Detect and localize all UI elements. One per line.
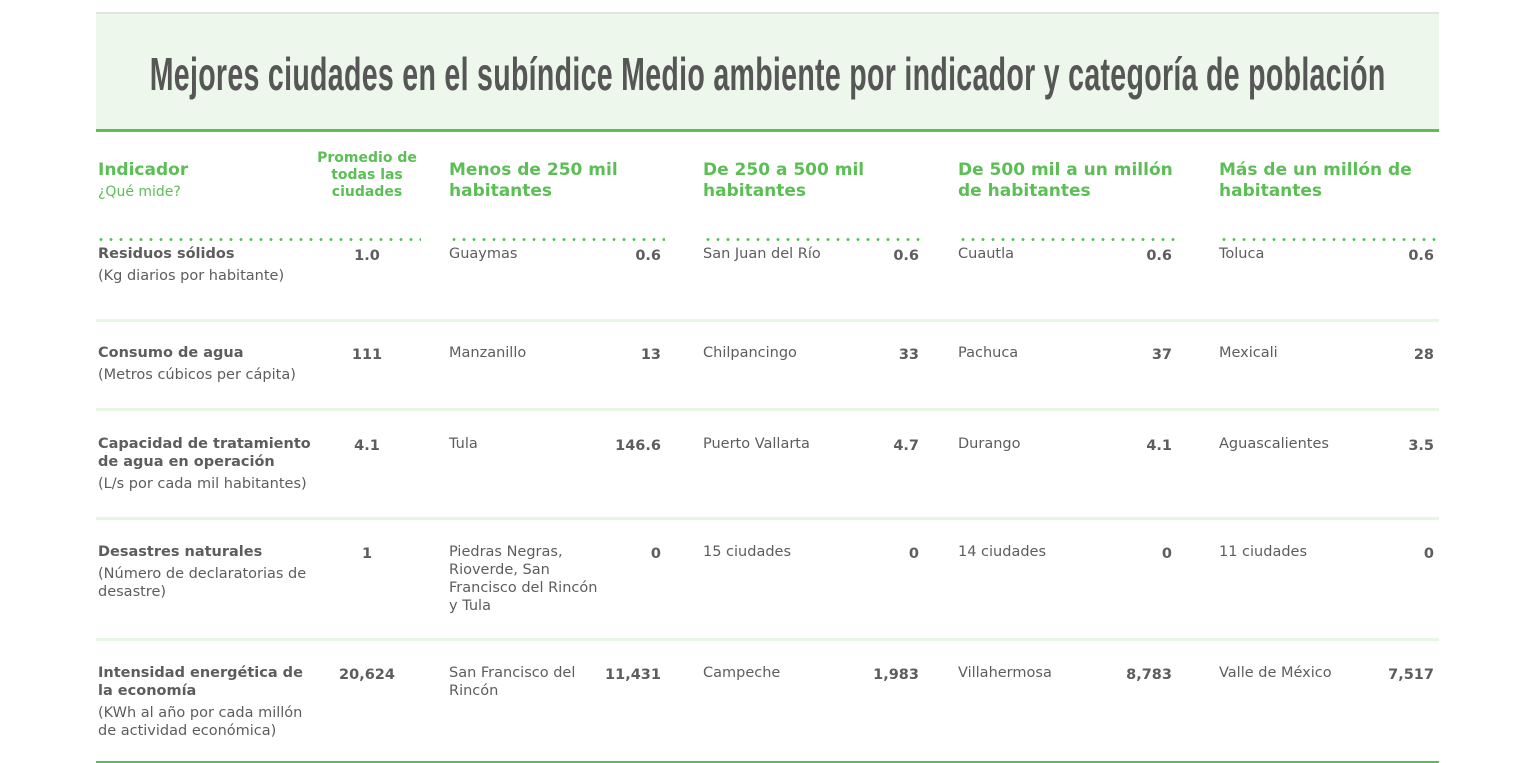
dotted-divider (96, 238, 421, 241)
city-value: 33 (898, 347, 919, 363)
city-value: 0 (650, 546, 661, 562)
city-name: Cuautla (958, 246, 1014, 262)
city-name: Campeche (703, 665, 781, 681)
indicator-name: Residuos sólidos (98, 246, 235, 262)
city-name: San Francisco del Rincón (449, 665, 576, 699)
average-value: 111 (351, 347, 383, 363)
header-category-2: De 250 a 500 mil habitantes (703, 160, 865, 201)
city-name: Durango (958, 436, 1021, 452)
city-value: 7,517 (1388, 667, 1434, 683)
dotted-divider (1219, 238, 1439, 241)
city-name: Tula (449, 436, 478, 452)
city-value: 0 (908, 546, 919, 562)
city-value: 146.6 (615, 438, 661, 454)
city-name: Puerto Vallarta (703, 436, 810, 452)
city-name: Piedras Negras, Rioverde, San Francisco … (449, 544, 598, 614)
city-value: 0 (1161, 546, 1172, 562)
header-average: Promedio de todas las ciudades (317, 150, 417, 200)
indicator-name: Consumo de agua (98, 345, 244, 361)
city-name: Mexicali (1219, 345, 1278, 361)
indicator-cell: Intensidad energética de la economía (KW… (98, 664, 313, 740)
indicator-name: Desastres naturales (98, 544, 263, 560)
city-value: 28 (1413, 347, 1434, 363)
header-indicator-sub: ¿Qué mide? (98, 184, 181, 200)
title-band: Mejores ciudades en el subíndice Medio a… (96, 12, 1439, 132)
city-name: Manzanillo (449, 345, 527, 361)
city-value: 4.1 (1146, 438, 1172, 454)
city-name: Pachuca (958, 345, 1019, 361)
city-name: 11 ciudades (1219, 544, 1308, 560)
city-value: 13 (640, 347, 661, 363)
city-value: 0.6 (893, 248, 919, 264)
table-row: Residuos sólidos (Kg diarios por habitan… (96, 242, 1439, 322)
city-value: 37 (1151, 347, 1172, 363)
city-name: 14 ciudades (958, 544, 1047, 560)
average-value: 20,624 (339, 667, 395, 683)
header-indicator-label: Indicador (98, 160, 189, 180)
city-name: Valle de México (1219, 665, 1332, 681)
average-value: 1 (361, 546, 373, 562)
city-value: 1,983 (873, 667, 919, 683)
indicator-cell: Capacidad de tratamiento de agua en oper… (98, 435, 313, 493)
indicator-desc: (L/s por cada mil habitantes) (98, 476, 307, 492)
header-category-3: De 500 mil a un millón de habitantes (958, 160, 1173, 201)
city-value: 4.7 (893, 438, 919, 454)
city-name: Chilpancingo (703, 345, 797, 361)
page-title: Mejores ciudades en el subíndice Medio a… (149, 47, 1386, 100)
average-value: 4.1 (354, 438, 380, 454)
city-name: Aguascalientes (1219, 436, 1329, 452)
city-name: 15 ciudades (703, 544, 792, 560)
indicator-cell: Consumo de agua (Metros cúbicos per cápi… (98, 344, 313, 384)
table-row: Desastres naturales (Número de declarato… (96, 520, 1439, 641)
indicator-desc: (Número de declaratorias de desastre) (98, 566, 307, 600)
indicator-name: Intensidad energética de la economía (98, 665, 303, 699)
city-name: San Juan del Río (703, 246, 821, 262)
header-category-4: Más de un millón de habitantes (1219, 160, 1412, 201)
table-row: Consumo de agua (Metros cúbicos per cápi… (96, 322, 1439, 411)
city-name: Toluca (1219, 246, 1265, 262)
city-value: 0.6 (635, 248, 661, 264)
dotted-divider (703, 238, 923, 241)
city-name: Villahermosa (958, 665, 1052, 681)
table-body: Residuos sólidos (Kg diarios por habitan… (96, 242, 1439, 763)
indicator-cell: Residuos sólidos (Kg diarios por habitan… (98, 245, 313, 285)
infographic: Mejores ciudades en el subíndice Medio a… (96, 12, 1439, 763)
city-value: 0.6 (1146, 248, 1172, 264)
header-category-1: Menos de 250 mil habitantes (449, 160, 618, 201)
table-row: Capacidad de tratamiento de agua en oper… (96, 411, 1439, 520)
indicator-desc: (Kg diarios por habitante) (98, 268, 285, 284)
table-header: Indicador ¿Qué mide? Promedio de todas l… (96, 132, 1439, 242)
dotted-divider (958, 238, 1178, 241)
indicator-desc: (Metros cúbicos per cápita) (98, 367, 296, 383)
indicator-name: Capacidad de tratamiento de agua en oper… (98, 436, 311, 470)
city-value: 0 (1423, 546, 1434, 562)
header-indicator: Indicador ¿Qué mide? (98, 160, 188, 200)
city-value: 8,783 (1126, 667, 1172, 683)
city-value: 3.5 (1408, 438, 1434, 454)
city-value: 0.6 (1408, 248, 1434, 264)
city-value: 11,431 (605, 667, 661, 683)
dotted-divider (449, 238, 665, 241)
indicator-desc: (KWh al año por cada millón de actividad… (98, 705, 303, 739)
average-value: 1.0 (354, 248, 380, 264)
indicator-cell: Desastres naturales (Número de declarato… (98, 543, 313, 601)
table-row: Intensidad energética de la economía (KW… (96, 641, 1439, 763)
city-name: Guaymas (449, 246, 518, 262)
